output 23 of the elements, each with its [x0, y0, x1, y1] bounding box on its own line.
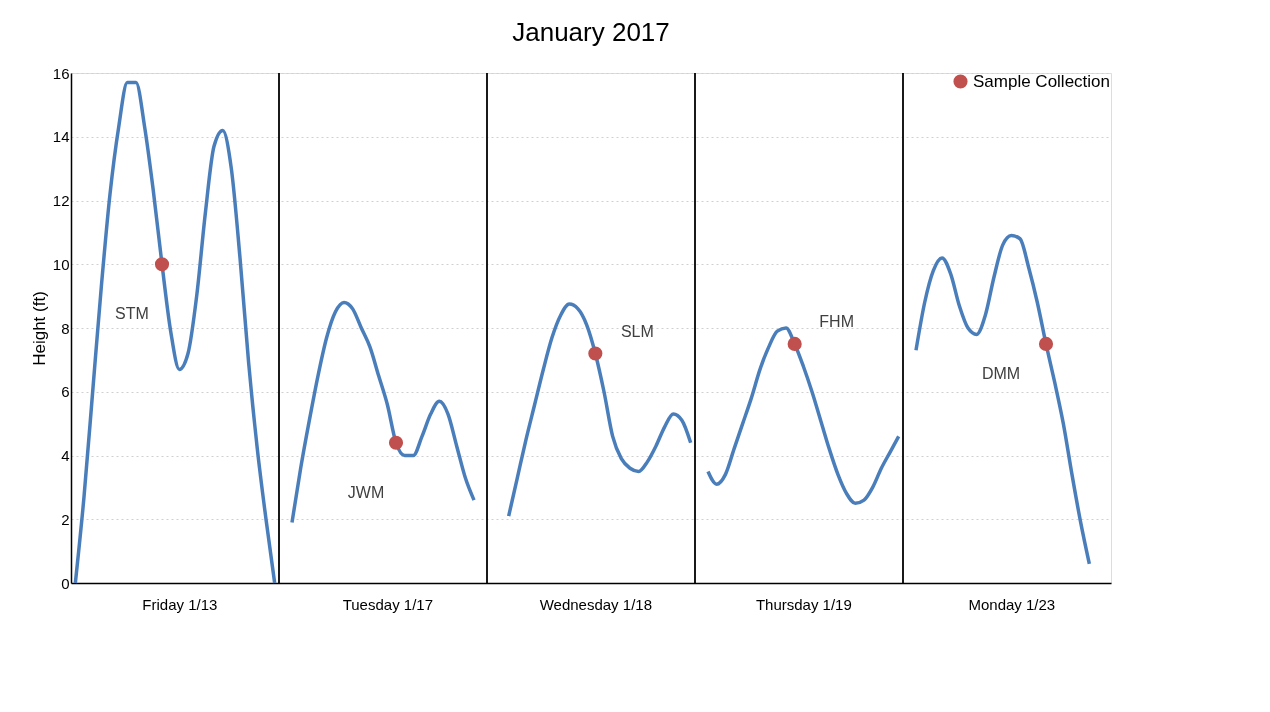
- point: [154, 257, 170, 272]
- data-label: DMM: [981, 364, 1021, 382]
- y-tick-label: 8: [61, 319, 70, 337]
- data-label: STM: [115, 305, 149, 323]
- y-tick-label: 0: [61, 574, 70, 592]
- y-tick-label: 10: [52, 255, 70, 273]
- x-tick-label: Monday 1/23: [968, 595, 1056, 613]
- legend-label: Sample Collection: [973, 71, 1111, 91]
- y-tick-label: 16: [52, 64, 70, 82]
- x-tick-label: Friday 1/13: [142, 595, 218, 613]
- chart-title: January 2017: [512, 17, 670, 47]
- y-tick-label: 6: [61, 383, 70, 401]
- x-tick-label: Thursday 1/19: [755, 595, 852, 613]
- y-tick-label: 12: [52, 192, 70, 209]
- y-tick-label: 14: [52, 128, 70, 146]
- x-tick-label: Wednesday 1/18: [539, 595, 652, 613]
- x-tick-label: Tuesday 1/17: [342, 595, 434, 613]
- data-label: FHM: [819, 312, 854, 330]
- data-label: JWM: [347, 483, 385, 501]
- y-axis-title: Height (ft): [29, 291, 49, 366]
- y-tick-label: 2: [61, 510, 70, 528]
- y-tick-label: 4: [61, 447, 70, 464]
- data-label: SLM: [620, 322, 654, 340]
